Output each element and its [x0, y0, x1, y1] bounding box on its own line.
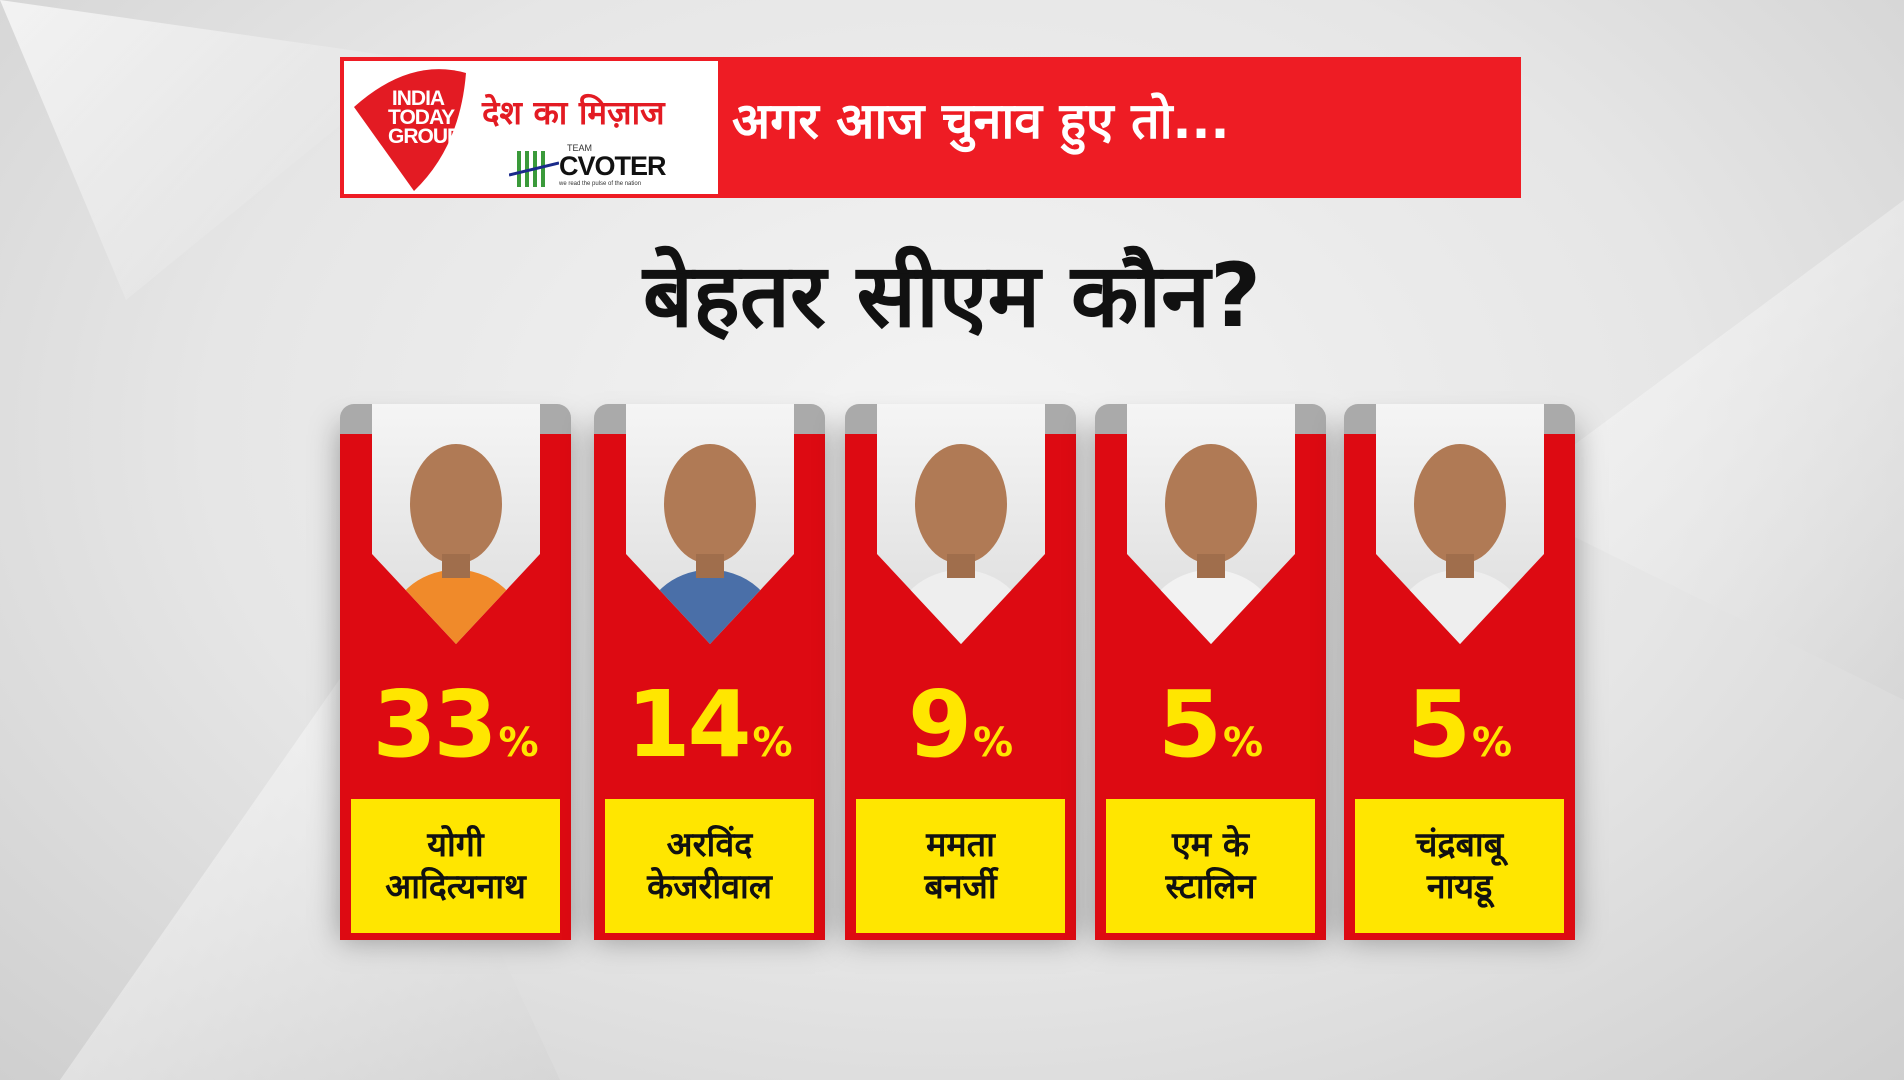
- percentage-value: 33%: [340, 671, 571, 778]
- candidate-photo: [372, 404, 540, 644]
- candidate-card: 9% ममता बनर्जी: [845, 404, 1076, 940]
- candidate-card: 5% एम के स्टालिन: [1095, 404, 1326, 940]
- candidate-name-line: ममता: [926, 825, 995, 865]
- candidate-name: चंद्रबाबू नायडू: [1355, 799, 1564, 933]
- candidate-name-line: अरविंद: [666, 825, 753, 865]
- candidate-name: योगी आदित्यनाथ: [351, 799, 560, 933]
- percentage-sign: %: [1222, 720, 1264, 766]
- candidate-name-line: नायडू: [1426, 867, 1493, 907]
- percentage-value: 14%: [594, 671, 825, 778]
- india-today-logo: INDIA TODAY GROUP: [350, 67, 470, 193]
- india-today-logo-text: INDIA TODAY GROUP: [388, 87, 461, 148]
- cvoter-team: TEAM: [567, 143, 593, 153]
- percentage-number: 5: [1406, 671, 1471, 778]
- candidate-card: 5% चंद्रबाबू नायडू: [1344, 404, 1575, 940]
- percentage-sign: %: [1471, 720, 1513, 766]
- percentage-value: 5%: [1095, 671, 1326, 778]
- page-title: बेहतर सीएम कौन?: [642, 244, 1262, 347]
- percentage-number: 5: [1157, 671, 1222, 778]
- candidate-name-line: योगी: [427, 825, 484, 865]
- percentage-sign: %: [752, 720, 793, 766]
- candidate-name-line: बनर्जी: [924, 867, 997, 907]
- cvoter-name: CVOTER: [559, 151, 667, 181]
- cvoter-bars-icon: [509, 151, 559, 187]
- headline: अगर आज चुनाव हुए तो...: [732, 92, 1230, 150]
- percentage-sign: %: [972, 720, 1014, 766]
- candidate-name: ममता बनर्जी: [856, 799, 1065, 933]
- percentage-sign: %: [498, 720, 539, 766]
- percentage-number: 14: [626, 671, 751, 778]
- percentage-number: 9: [907, 671, 972, 778]
- candidate-photo: [626, 404, 794, 644]
- candidate-card: 14% अरविंद केजरीवाल: [594, 404, 825, 940]
- candidate-name-line: स्टालिन: [1165, 867, 1256, 907]
- candidate-name-line: केजरीवाल: [647, 867, 772, 907]
- show-name: देश का मिज़ाज: [482, 93, 665, 132]
- header-banner: INDIA TODAY GROUP देश का मिज़ाज TEAM CVO…: [340, 57, 1521, 198]
- cvoter-tagline: we read the pulse of the nation: [559, 181, 642, 187]
- logo-box: INDIA TODAY GROUP देश का मिज़ाज TEAM CVO…: [344, 61, 718, 194]
- candidate-name-line: चंद्रबाबू: [1415, 825, 1504, 865]
- candidate-name: एम के स्टालिन: [1106, 799, 1315, 933]
- candidate-name: अरविंद केजरीवाल: [605, 799, 814, 933]
- candidate-name-line: एम के: [1171, 825, 1250, 865]
- candidate-photo: [877, 404, 1045, 644]
- candidate-card: 33% योगी आदित्यनाथ: [340, 404, 571, 940]
- candidate-photo: [1127, 404, 1295, 644]
- candidate-photo: [1376, 404, 1544, 644]
- percentage-number: 33: [372, 671, 497, 778]
- candidate-name-line: आदित्यनाथ: [385, 867, 526, 907]
- percentage-value: 5%: [1344, 671, 1575, 778]
- percentage-value: 9%: [845, 671, 1076, 778]
